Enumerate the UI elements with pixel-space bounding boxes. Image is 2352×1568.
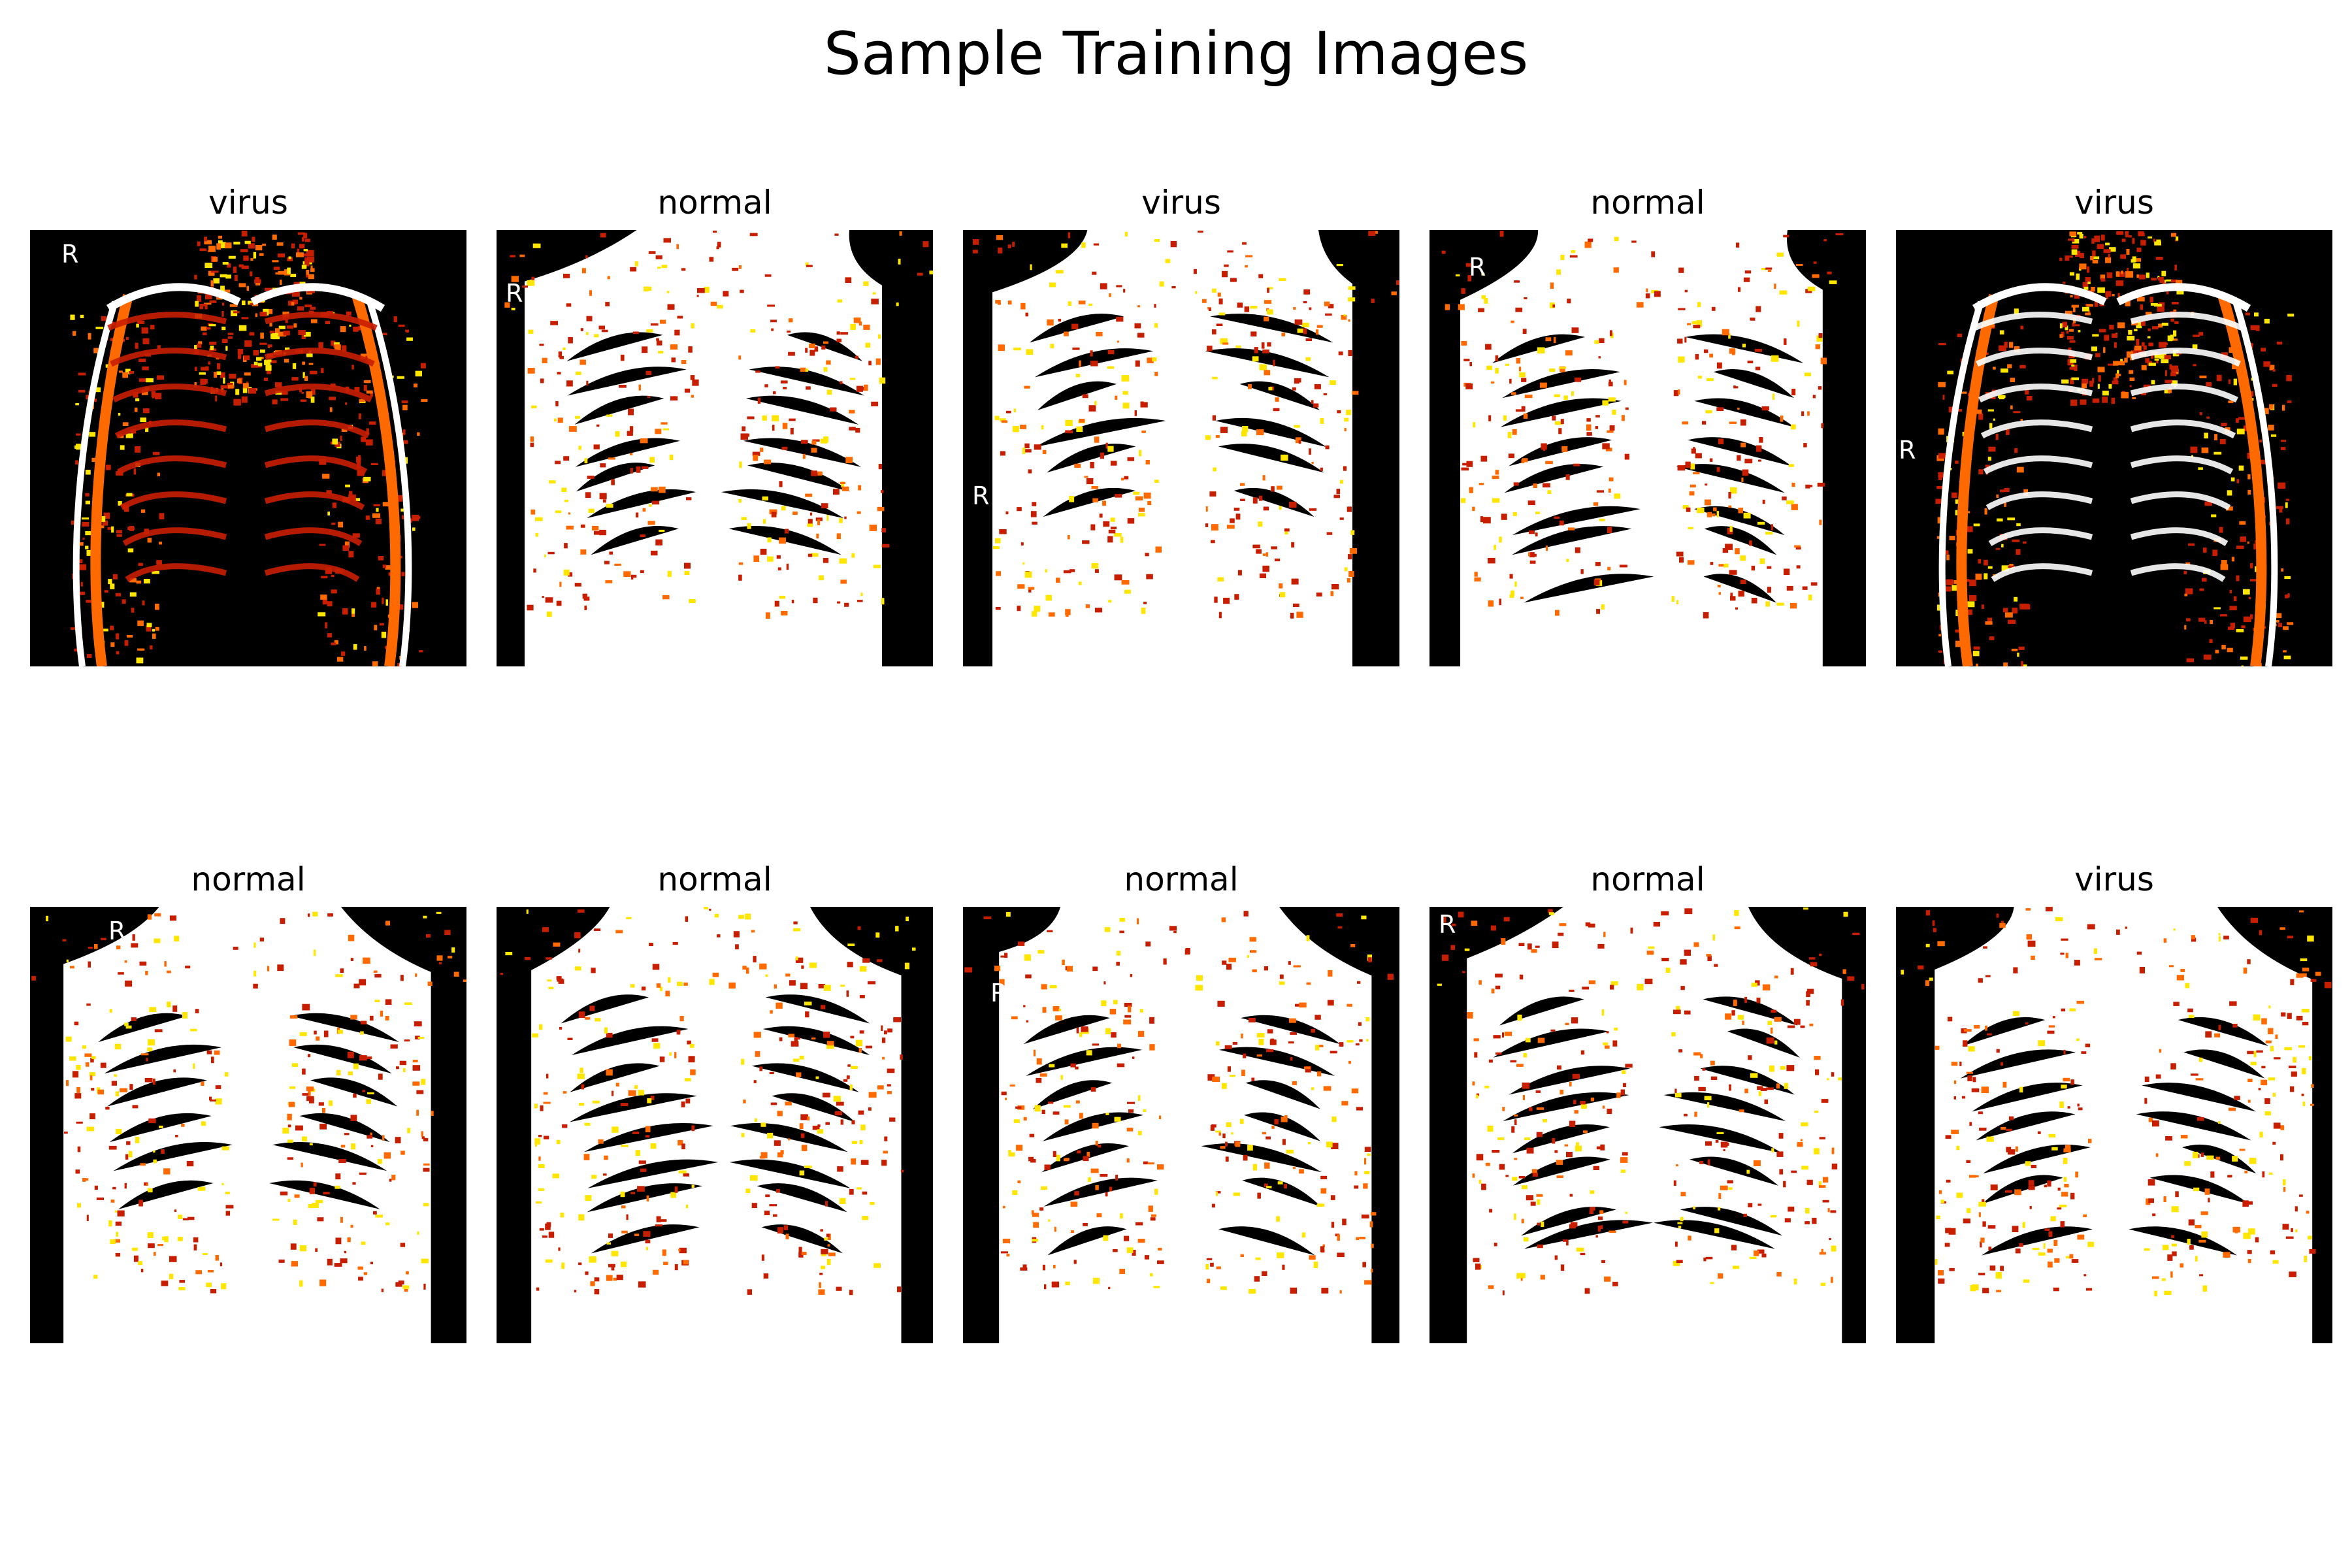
xray-image-8: R bbox=[963, 907, 1399, 1343]
svg-text:R: R bbox=[972, 482, 989, 510]
svg-text:R: R bbox=[108, 917, 125, 945]
xray-image-3-graphic: R bbox=[963, 230, 1399, 666]
xray-image-9-graphic: R bbox=[1429, 907, 1866, 1343]
panel-5-label: virus bbox=[1896, 183, 2332, 222]
panel-9-label: normal bbox=[1429, 860, 1866, 899]
panel-7-label: normal bbox=[497, 860, 933, 899]
xray-image-6: R bbox=[30, 907, 466, 1343]
svg-text:R: R bbox=[1899, 436, 1916, 465]
xray-image-5: R bbox=[1896, 230, 2332, 666]
xray-image-8-graphic: R bbox=[963, 907, 1399, 1343]
svg-text:R: R bbox=[506, 279, 523, 308]
xray-image-4: R bbox=[1429, 230, 1866, 666]
svg-text:R: R bbox=[990, 979, 1007, 1007]
panel-4-label: normal bbox=[1429, 183, 1866, 222]
xray-image-9: R bbox=[1429, 907, 1866, 1343]
panel-3-label: virus bbox=[963, 183, 1399, 222]
svg-text:R: R bbox=[61, 240, 78, 269]
panel-1-label: virus bbox=[30, 183, 466, 222]
xray-image-2-graphic: R bbox=[497, 230, 933, 666]
xray-image-1: R bbox=[30, 230, 466, 666]
xray-image-10: R bbox=[1896, 907, 2332, 1343]
xray-image-2: R bbox=[497, 230, 933, 666]
xray-image-5-graphic: R bbox=[1896, 230, 2332, 666]
svg-text:R: R bbox=[555, 1198, 572, 1226]
xray-image-1-graphic: R bbox=[30, 230, 466, 666]
panel-2-label: normal bbox=[497, 183, 933, 222]
xray-image-6-graphic: R bbox=[30, 907, 466, 1343]
xray-image-7-graphic: R bbox=[497, 907, 933, 1343]
figure-title: Sample Training Images bbox=[0, 18, 2352, 90]
xray-image-4-graphic: R bbox=[1429, 230, 1866, 666]
xray-image-3: R bbox=[963, 230, 1399, 666]
xray-image-7: R bbox=[497, 907, 933, 1343]
svg-text:R: R bbox=[2020, 910, 2037, 939]
svg-text:R: R bbox=[1439, 910, 1456, 939]
panel-6-label: normal bbox=[30, 860, 466, 899]
svg-text:R: R bbox=[1469, 253, 1486, 282]
panel-8-label: normal bbox=[963, 860, 1399, 899]
panel-10-label: virus bbox=[1896, 860, 2332, 899]
xray-image-10-graphic: R bbox=[1896, 907, 2332, 1343]
